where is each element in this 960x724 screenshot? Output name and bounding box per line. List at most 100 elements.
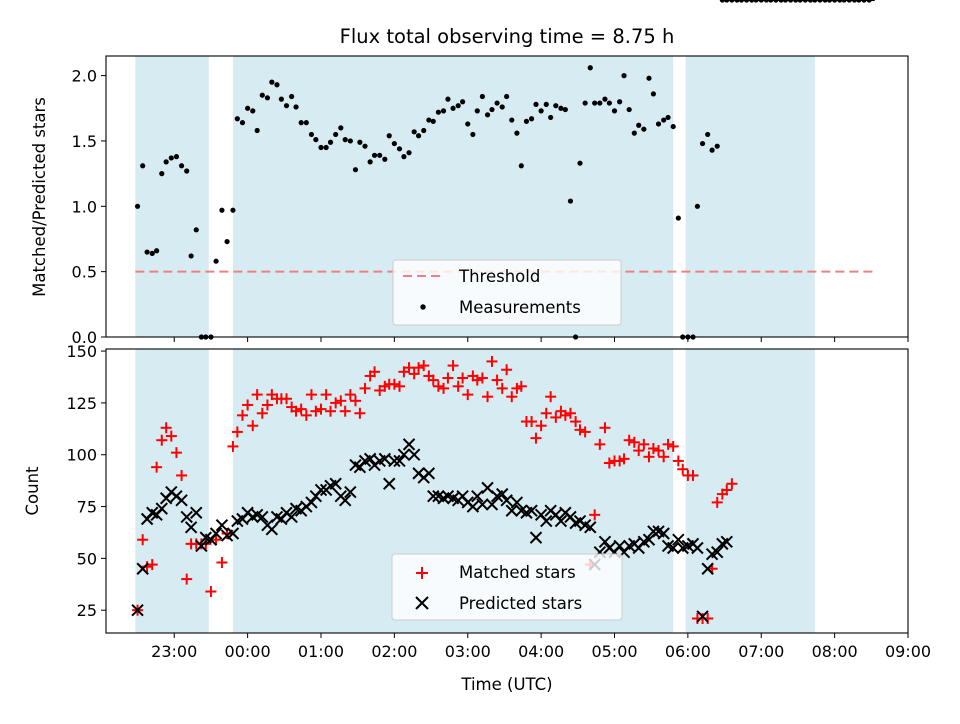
measurement-point <box>313 137 319 143</box>
matched-star-point <box>256 407 268 419</box>
measurement-point <box>479 93 486 100</box>
matched-star-point <box>418 360 430 372</box>
measurement-point <box>621 73 627 79</box>
predicted-star-point <box>265 523 279 536</box>
matched-star-point <box>535 420 547 432</box>
predicted-star-point <box>155 502 168 515</box>
predicted-star-point <box>720 535 733 548</box>
measurement-point <box>173 154 180 160</box>
predicted-star-point <box>136 562 149 575</box>
p1-y-tick-label: 0.0 <box>72 328 97 347</box>
measurement-point <box>234 116 240 122</box>
matched-star-point <box>170 447 182 459</box>
matched-star-point <box>330 397 342 409</box>
measurement-point <box>509 117 515 123</box>
predicted-star-point <box>696 610 709 623</box>
matched-star-point <box>530 432 542 444</box>
predicted-star-point <box>510 496 524 509</box>
measurement-point <box>577 160 583 166</box>
predicted-star-point <box>657 527 670 540</box>
matched-star-point <box>662 438 674 450</box>
measurement-point <box>504 93 510 100</box>
matched-star-point <box>658 451 670 463</box>
matched-star-point <box>633 445 645 457</box>
matched-star-point <box>603 457 615 469</box>
measurement-point <box>430 118 436 124</box>
matched-star-point <box>638 438 650 450</box>
measurement-point <box>558 105 564 111</box>
matched-star-point <box>137 534 149 546</box>
matched-star-point <box>408 368 420 380</box>
x-tick-label: 01:00 <box>298 642 344 661</box>
measurement-point <box>289 93 295 100</box>
legend-matched-swatch <box>416 567 428 579</box>
matched-star-point <box>457 372 469 384</box>
x-tick-label: 04:00 <box>518 642 564 661</box>
matched-star-point <box>295 403 307 415</box>
matched-star-point <box>711 496 723 508</box>
measurement-point <box>184 168 190 174</box>
matched-star-point <box>413 362 425 374</box>
matched-star-point <box>447 360 459 372</box>
matched-star-point <box>672 455 684 467</box>
measurement-point <box>144 249 150 255</box>
measurement-point <box>159 171 165 177</box>
measurement-point <box>352 167 359 173</box>
measurement-point <box>670 123 676 130</box>
p1-y-tick-label: 0.5 <box>72 263 97 282</box>
matched-star-point <box>388 378 400 390</box>
p2-y-tick-label: 75 <box>77 498 97 517</box>
matched-star-point <box>594 438 606 450</box>
predicted-star-point <box>393 454 406 468</box>
predicted-star-point <box>338 494 352 507</box>
matched-star-point <box>156 434 168 446</box>
x-tick-label: 08:00 <box>812 642 858 661</box>
matched-star-point <box>315 403 327 415</box>
measurement-point <box>562 106 568 113</box>
matched-star-point <box>462 389 474 401</box>
matched-star-point <box>227 440 239 452</box>
matched-star-point <box>653 445 665 457</box>
p1-x-ticks <box>173 337 909 342</box>
measurement-point <box>308 131 315 138</box>
measurement-point <box>163 159 169 165</box>
p2-y-ticks: 25 50 75 100 125 150 <box>66 342 106 620</box>
measurement-point <box>362 143 368 149</box>
matched-star-point <box>677 463 689 475</box>
matched-star-point <box>369 366 381 378</box>
measurement-point <box>631 130 637 136</box>
matched-star-point <box>205 586 217 598</box>
measurement-point <box>323 144 329 151</box>
matched-star-point <box>305 389 317 401</box>
matched-star-point <box>574 424 586 436</box>
measurement-point <box>401 154 407 160</box>
measurement-point <box>636 122 642 128</box>
predicted-star-point <box>466 500 480 513</box>
matched-star-point <box>579 426 591 438</box>
measurement-point <box>465 121 471 127</box>
matched-star-point <box>438 382 450 394</box>
predicted-star-point <box>402 438 416 451</box>
matched-star-point <box>251 389 263 401</box>
measurement-point <box>239 120 246 126</box>
measurement-point <box>567 198 574 204</box>
predicted-star-point <box>195 539 208 553</box>
p1-legend-box <box>392 259 622 326</box>
p1-y-tick-label: 1.5 <box>72 132 97 151</box>
matched-star-point <box>281 393 293 405</box>
measurement-point <box>406 150 412 156</box>
matched-star-point <box>491 374 503 386</box>
predicted-star-point <box>175 494 188 507</box>
predicted-star-point <box>485 498 499 511</box>
matched-star-point <box>496 382 508 394</box>
p2-y-tick-label: 150 <box>66 342 97 361</box>
predicted-star-point <box>226 527 240 540</box>
measurement-point <box>626 106 632 113</box>
measurement-point <box>168 155 174 161</box>
matched-star-point <box>452 380 464 392</box>
p2-y-tick-label: 50 <box>77 549 97 568</box>
measurement-point <box>371 152 378 158</box>
measurement-point <box>327 139 334 145</box>
legend-threshold-label: Threshold <box>458 267 540 286</box>
p1-y-axis-label: Matched/Predicted stars <box>30 97 49 297</box>
